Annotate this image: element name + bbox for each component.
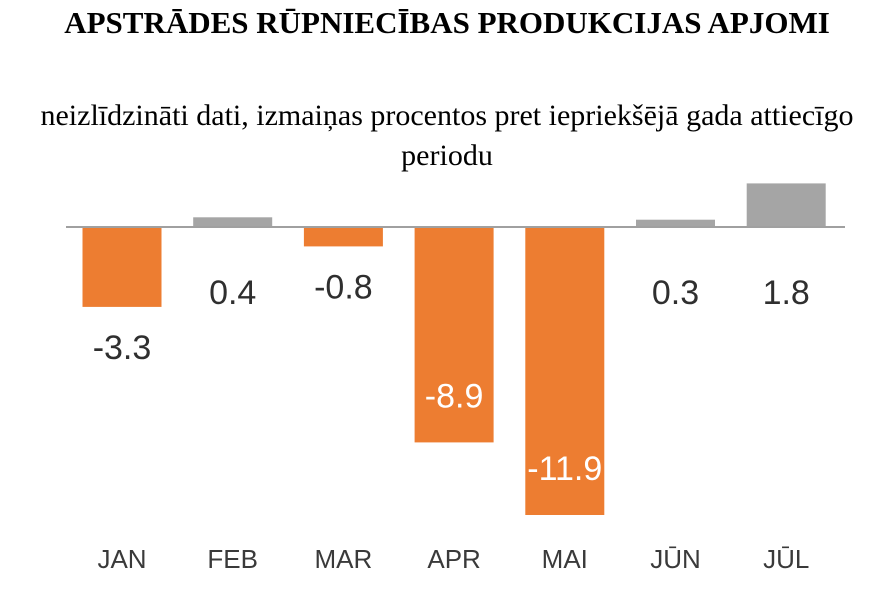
bar-feb <box>193 217 273 227</box>
bar-jūn <box>636 219 715 227</box>
bar-jūl <box>746 183 826 227</box>
value-label-jūl: 1.8 <box>763 274 810 312</box>
value-label-mai: -11.9 <box>527 450 602 488</box>
value-label-apr: -8.9 <box>425 377 484 415</box>
bars-group <box>82 183 826 515</box>
value-label-feb: 0.4 <box>209 274 256 312</box>
value-label-mar: -0.8 <box>314 268 373 306</box>
tick-label-apr: APR <box>427 544 480 574</box>
chart-title: APSTRĀDES RŪPNIECĪBAS PRODUKCIJAS APJOMI <box>64 5 830 40</box>
tick-label-feb: FEB <box>207 544 258 574</box>
value-labels-group: -3.3 0.4 -0.8 -8.9 -11.9 0.3 1.8 <box>93 268 810 488</box>
tick-label-mai: MAI <box>542 544 588 574</box>
chart-subtitle: neizlīdzināti dati, izmaiņas procentos p… <box>40 99 854 172</box>
bar-apr <box>414 227 494 443</box>
bar-mar <box>303 227 383 247</box>
tick-label-jūl: JŪL <box>763 544 809 574</box>
tick-label-mar: MAR <box>315 544 373 574</box>
bar-mai <box>525 227 605 515</box>
tick-label-jan: JAN <box>97 544 146 574</box>
value-label-jan: -3.3 <box>93 329 152 367</box>
tick-labels-group: JAN FEB MAR APR MAI JŪN JŪL <box>97 544 809 574</box>
tick-label-jūn: JŪN <box>650 544 701 574</box>
value-label-jūn: 0.3 <box>652 274 699 312</box>
bar-jan <box>82 227 162 307</box>
